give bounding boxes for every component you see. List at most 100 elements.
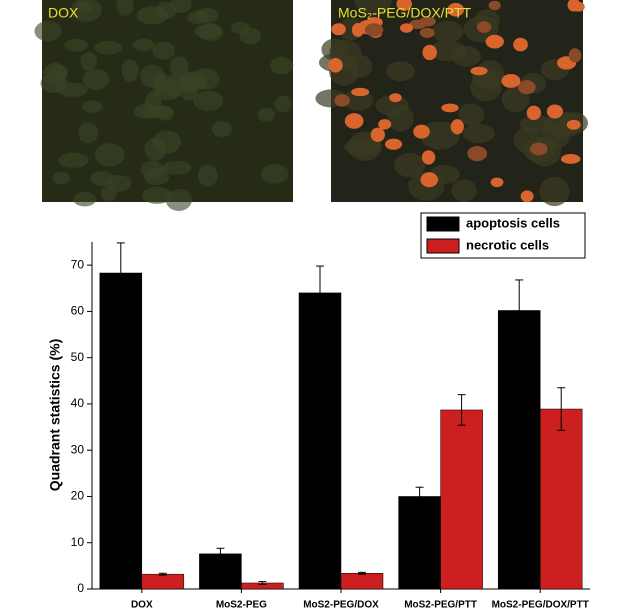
nucleus xyxy=(420,172,439,188)
x-tick-label: DOX xyxy=(131,600,153,611)
cell xyxy=(132,38,155,52)
cell xyxy=(94,41,123,55)
bar xyxy=(340,573,384,590)
cell xyxy=(211,120,233,138)
legend-label: necrotic cells xyxy=(466,237,549,252)
cell xyxy=(152,41,175,60)
cell xyxy=(81,100,103,113)
cell xyxy=(170,56,189,78)
nucleus xyxy=(385,138,403,150)
cell xyxy=(394,152,426,178)
cell xyxy=(197,164,218,187)
cell xyxy=(78,122,99,144)
cell xyxy=(193,24,221,39)
nucleus xyxy=(513,37,528,52)
nucleus xyxy=(364,23,384,37)
cell xyxy=(187,10,210,25)
nucleus xyxy=(422,44,437,61)
nucleus xyxy=(334,94,350,107)
bar xyxy=(298,292,342,590)
y-tick-label: 40 xyxy=(71,396,85,410)
x-tick-label: MoS2-PEG xyxy=(216,600,267,611)
nucleus xyxy=(568,48,582,63)
cell xyxy=(58,152,89,168)
cell xyxy=(431,20,464,43)
nucleus xyxy=(351,87,370,97)
legend-swatch xyxy=(426,216,460,232)
cell xyxy=(354,0,392,16)
nucleus xyxy=(344,113,364,129)
nucleus xyxy=(467,145,488,162)
y-tick-label: 50 xyxy=(71,350,85,364)
cell xyxy=(80,51,98,72)
cell xyxy=(43,62,67,87)
bar xyxy=(539,408,583,590)
cell xyxy=(94,143,125,167)
cell xyxy=(143,167,170,186)
nucleus xyxy=(530,142,548,156)
cell xyxy=(141,105,172,119)
cell xyxy=(73,191,97,207)
cell xyxy=(153,79,184,101)
cell xyxy=(470,72,502,102)
cell xyxy=(386,61,416,82)
cell xyxy=(462,123,495,144)
bar xyxy=(99,272,143,590)
cell xyxy=(191,68,220,90)
cell xyxy=(75,1,93,14)
cell xyxy=(64,38,88,52)
nucleus xyxy=(490,177,504,188)
nucleus xyxy=(567,0,581,12)
cell xyxy=(420,121,460,150)
cell xyxy=(458,103,485,126)
cell xyxy=(121,59,139,83)
cell xyxy=(429,40,467,62)
cell xyxy=(239,27,262,45)
cell xyxy=(192,90,224,111)
nucleus xyxy=(447,2,464,17)
bar xyxy=(141,573,185,590)
x-tick-label: MoS2-PEG/PTT xyxy=(404,600,477,611)
x-tick-label: MoS2-PEG/DOX xyxy=(303,600,379,611)
y-axis-label: Quadrant statistics (%) xyxy=(47,339,63,491)
y-tick-label: 20 xyxy=(71,489,85,503)
nucleus xyxy=(477,21,492,34)
nucleus xyxy=(518,80,536,95)
nucleus xyxy=(370,127,385,142)
nucleus xyxy=(328,57,343,73)
nucleus xyxy=(419,27,435,38)
legend-swatch xyxy=(426,238,460,254)
bar xyxy=(440,409,483,590)
cell xyxy=(52,171,71,185)
cell xyxy=(116,0,134,17)
cell xyxy=(451,179,477,202)
microscopy-right xyxy=(315,0,589,207)
nucleus xyxy=(488,0,501,11)
y-tick-label: 60 xyxy=(71,304,85,318)
panel-label: DOX xyxy=(48,5,79,21)
nucleus xyxy=(546,104,563,119)
nucleus xyxy=(389,93,402,103)
y-tick-label: 10 xyxy=(71,535,85,549)
legend-label: apoptosis cells xyxy=(466,215,560,230)
cell xyxy=(82,69,110,90)
cell xyxy=(539,176,570,207)
panel-label: MoS₂-PEG/DOX/PTT xyxy=(338,5,471,21)
nucleus xyxy=(566,119,581,130)
nucleus xyxy=(520,190,534,203)
nucleus xyxy=(441,103,459,113)
nucleus xyxy=(400,23,413,33)
y-tick-label: 70 xyxy=(71,257,85,271)
nucleus xyxy=(413,124,430,139)
cell xyxy=(274,95,292,113)
cell xyxy=(346,54,373,78)
y-tick-label: 0 xyxy=(77,581,84,595)
nucleus xyxy=(409,19,427,30)
cell xyxy=(105,174,132,192)
nucleus xyxy=(396,0,413,11)
cell xyxy=(162,160,192,175)
cell xyxy=(540,122,571,150)
nucleus xyxy=(421,150,436,165)
bar xyxy=(398,496,441,590)
